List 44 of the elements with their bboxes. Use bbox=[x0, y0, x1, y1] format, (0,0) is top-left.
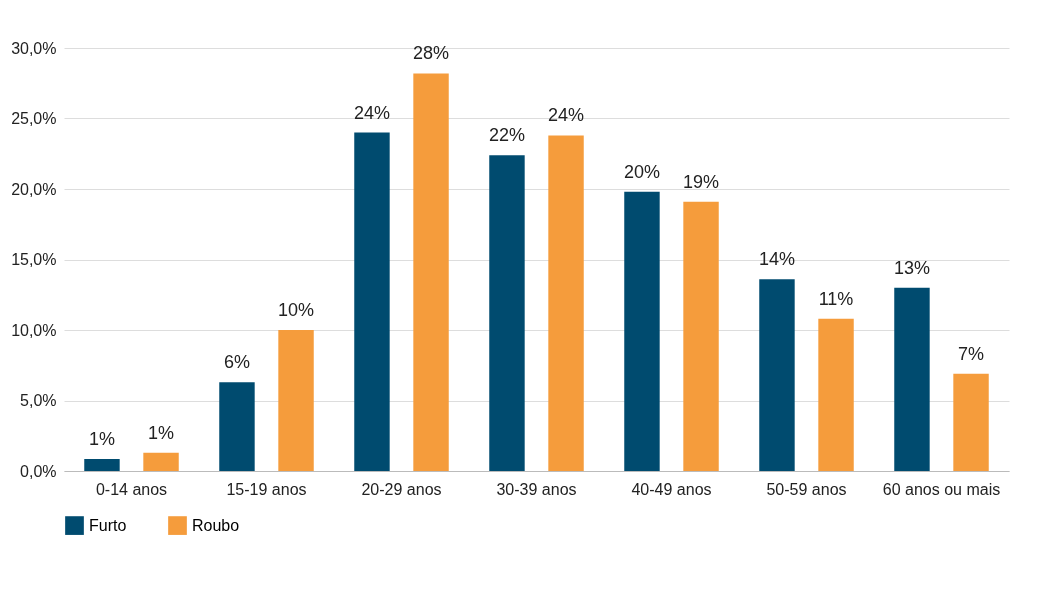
bar bbox=[953, 373, 989, 471]
bar bbox=[683, 201, 719, 471]
x-tick-label: 30-39 anos bbox=[496, 480, 577, 498]
data-label: 13% bbox=[893, 257, 930, 278]
y-tick-label: 0,0% bbox=[20, 462, 57, 480]
y-tick-label: 30,0% bbox=[11, 39, 57, 57]
data-label: 10% bbox=[278, 300, 315, 320]
bar bbox=[84, 459, 120, 471]
data-label: 22% bbox=[488, 125, 525, 146]
x-tick-label: 0-14 anos bbox=[95, 480, 168, 498]
data-label: 14% bbox=[758, 249, 795, 270]
legend-label: Furto bbox=[89, 516, 127, 534]
data-label: 20% bbox=[623, 161, 660, 182]
data-label: 28% bbox=[413, 43, 450, 64]
x-tick-label: 15-19 anos bbox=[226, 480, 307, 498]
y-tick-label: 10,0% bbox=[11, 321, 57, 339]
bar bbox=[489, 155, 525, 471]
bar bbox=[759, 279, 795, 471]
data-label: 19% bbox=[683, 171, 720, 192]
y-tick-label: 5,0% bbox=[20, 392, 57, 409]
data-label: 6% bbox=[223, 352, 250, 373]
data-label: 1% bbox=[88, 429, 115, 450]
legend-label: Roubo bbox=[192, 516, 240, 534]
y-tick-label: 25,0% bbox=[11, 110, 57, 127]
data-label: 24% bbox=[548, 105, 585, 126]
x-tick-label: 60 anos ou mais bbox=[882, 480, 1001, 498]
bar bbox=[413, 73, 449, 471]
y-tick-label: 20,0% bbox=[11, 180, 57, 198]
y-tick-label: 15,0% bbox=[11, 251, 57, 268]
bar bbox=[548, 135, 584, 471]
bar bbox=[219, 382, 255, 471]
bar bbox=[894, 287, 930, 471]
data-label: 11% bbox=[818, 288, 854, 309]
bar bbox=[354, 132, 390, 471]
data-label: 7% bbox=[958, 343, 985, 364]
data-label: 24% bbox=[353, 102, 390, 123]
bar bbox=[278, 330, 314, 471]
bar bbox=[143, 452, 179, 471]
data-label: 1% bbox=[148, 422, 175, 443]
x-tick-label: 40-49 anos bbox=[631, 480, 712, 498]
x-tick-label: 50-59 anos bbox=[766, 480, 847, 498]
bar bbox=[624, 191, 660, 471]
bar bbox=[818, 318, 854, 471]
x-tick-label: 20-29 anos bbox=[361, 480, 442, 498]
